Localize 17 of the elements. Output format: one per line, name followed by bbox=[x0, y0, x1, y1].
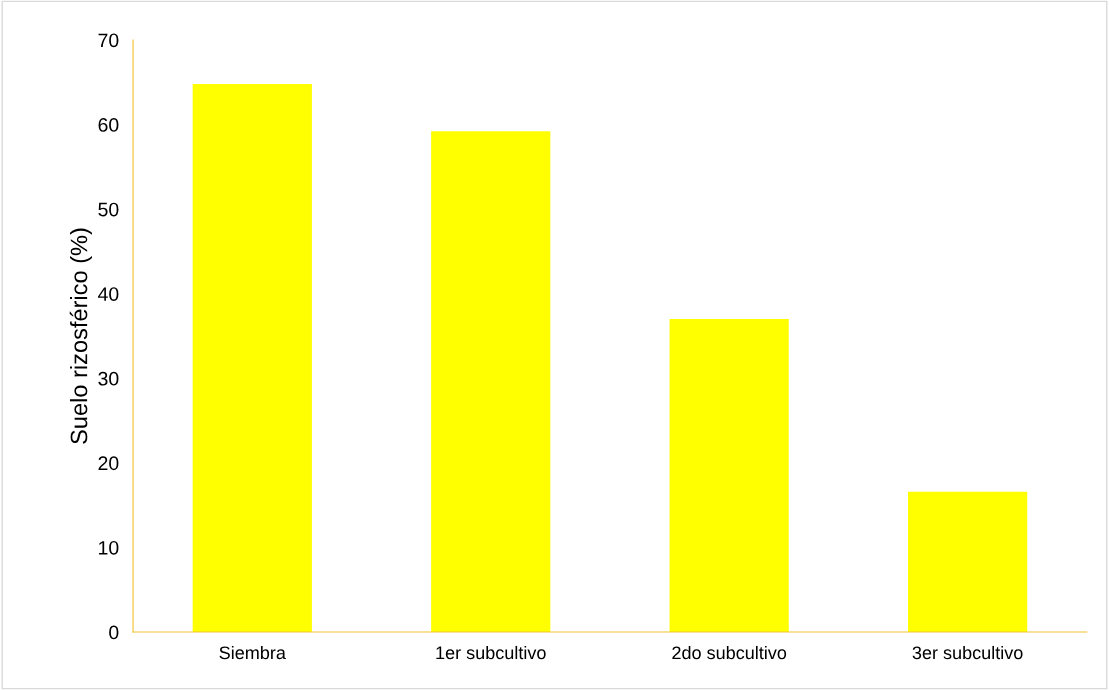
y-tick-label: 30 bbox=[98, 371, 119, 386]
y-tick-label: 40 bbox=[98, 287, 119, 301]
y-tick-label: 60 bbox=[98, 118, 119, 132]
bar bbox=[431, 131, 551, 633]
y-tick-label: 50 bbox=[98, 202, 119, 217]
y-tick-label: 20 bbox=[98, 456, 119, 471]
y-tick-label: 0 bbox=[109, 625, 119, 640]
bar bbox=[669, 319, 789, 633]
x-tick-label: 1er subcultivo bbox=[436, 645, 546, 660]
x-tick-label: 3er subcultivo bbox=[912, 645, 1023, 660]
y-axis-title: Suelo rizosférico (%) bbox=[69, 228, 92, 444]
y-tick-label: 10 bbox=[99, 540, 119, 555]
bar bbox=[907, 491, 1028, 633]
y-tick-label: 70 bbox=[98, 33, 119, 48]
bar bbox=[192, 84, 312, 633]
x-tick-label: Siembra bbox=[219, 645, 286, 660]
x-tick-label: 2do subcultivo bbox=[672, 645, 787, 660]
